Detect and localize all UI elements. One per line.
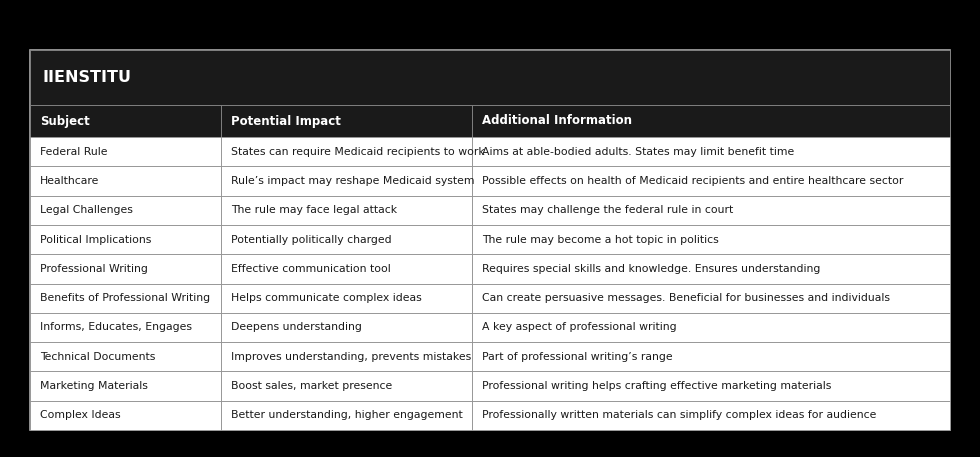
Text: A key aspect of professional writing: A key aspect of professional writing <box>481 323 676 332</box>
Bar <box>30 372 221 401</box>
Text: Potential Impact: Potential Impact <box>231 115 341 128</box>
Bar <box>471 401 950 430</box>
Bar <box>471 342 950 372</box>
Bar <box>30 225 221 254</box>
Text: The rule may become a hot topic in politics: The rule may become a hot topic in polit… <box>481 234 718 244</box>
Text: Part of professional writing’s range: Part of professional writing’s range <box>481 352 672 362</box>
Bar <box>221 401 471 430</box>
Bar <box>30 50 950 430</box>
Bar <box>471 196 950 225</box>
Bar <box>471 313 950 342</box>
Text: Can create persuasive messages. Beneficial for businesses and individuals: Can create persuasive messages. Benefici… <box>481 293 890 303</box>
Bar <box>30 105 221 137</box>
Text: Potentially politically charged: Potentially politically charged <box>231 234 392 244</box>
Bar <box>30 166 221 196</box>
Bar <box>221 342 471 372</box>
Text: Informs, Educates, Engages: Informs, Educates, Engages <box>40 323 192 332</box>
Bar <box>221 166 471 196</box>
Bar <box>221 225 471 254</box>
Text: Rule’s impact may reshape Medicaid system: Rule’s impact may reshape Medicaid syste… <box>231 176 475 186</box>
Bar <box>221 372 471 401</box>
Bar <box>30 342 221 372</box>
Bar <box>471 254 950 283</box>
Bar <box>30 401 221 430</box>
Text: Benefits of Professional Writing: Benefits of Professional Writing <box>40 293 210 303</box>
Bar <box>30 137 221 166</box>
Bar <box>471 372 950 401</box>
Text: Requires special skills and knowledge. Ensures understanding: Requires special skills and knowledge. E… <box>481 264 820 274</box>
Text: Effective communication tool: Effective communication tool <box>231 264 391 274</box>
Text: States can require Medicaid recipients to work: States can require Medicaid recipients t… <box>231 147 485 157</box>
Bar <box>30 196 221 225</box>
Text: Subject: Subject <box>40 115 90 128</box>
Bar <box>221 254 471 283</box>
Bar <box>471 137 950 166</box>
Bar <box>471 225 950 254</box>
Bar <box>221 196 471 225</box>
Text: Boost sales, market presence: Boost sales, market presence <box>231 381 393 391</box>
Text: Legal Challenges: Legal Challenges <box>40 205 133 215</box>
Text: Professional Writing: Professional Writing <box>40 264 148 274</box>
Text: Additional Information: Additional Information <box>481 115 631 128</box>
Text: Political Implications: Political Implications <box>40 234 151 244</box>
Bar <box>471 283 950 313</box>
Text: Federal Rule: Federal Rule <box>40 147 108 157</box>
Text: Possible effects on health of Medicaid recipients and entire healthcare sector: Possible effects on health of Medicaid r… <box>481 176 903 186</box>
Bar <box>30 313 221 342</box>
Text: Aims at able-bodied adults. States may limit benefit time: Aims at able-bodied adults. States may l… <box>481 147 794 157</box>
Text: Improves understanding, prevents mistakes: Improves understanding, prevents mistake… <box>231 352 471 362</box>
Text: The rule may face legal attack: The rule may face legal attack <box>231 205 398 215</box>
Text: Professional writing helps crafting effective marketing materials: Professional writing helps crafting effe… <box>481 381 831 391</box>
Bar <box>471 166 950 196</box>
Bar <box>30 50 950 105</box>
Text: Helps communicate complex ideas: Helps communicate complex ideas <box>231 293 422 303</box>
Text: Healthcare: Healthcare <box>40 176 99 186</box>
Bar <box>221 137 471 166</box>
Bar <box>471 105 950 137</box>
Text: Technical Documents: Technical Documents <box>40 352 156 362</box>
Text: Marketing Materials: Marketing Materials <box>40 381 148 391</box>
Bar <box>30 254 221 283</box>
Text: IIENSTITU: IIENSTITU <box>42 70 131 85</box>
Text: Better understanding, higher engagement: Better understanding, higher engagement <box>231 410 464 420</box>
Bar <box>30 283 221 313</box>
Text: Deepens understanding: Deepens understanding <box>231 323 363 332</box>
Text: Professionally written materials can simplify complex ideas for audience: Professionally written materials can sim… <box>481 410 876 420</box>
Text: Complex Ideas: Complex Ideas <box>40 410 121 420</box>
Text: States may challenge the federal rule in court: States may challenge the federal rule in… <box>481 205 733 215</box>
Bar <box>221 313 471 342</box>
Bar <box>221 283 471 313</box>
Bar <box>221 105 471 137</box>
